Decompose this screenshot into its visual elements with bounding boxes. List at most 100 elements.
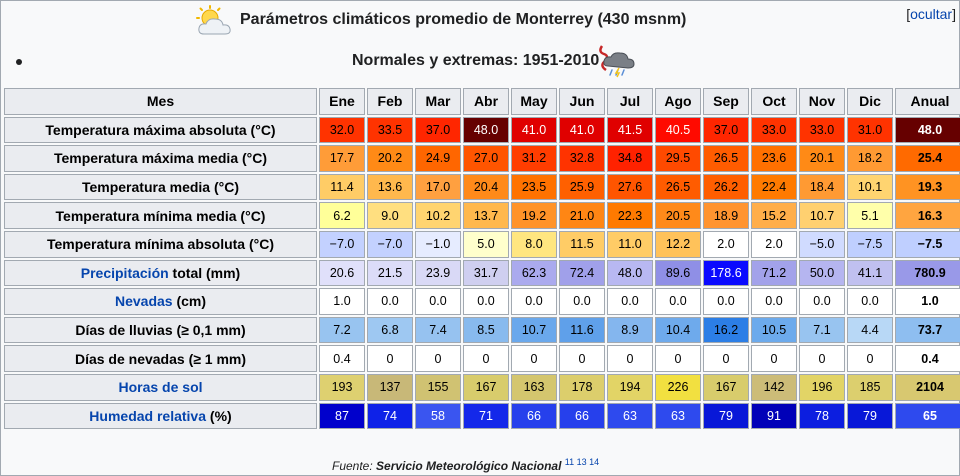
header-row: Mes Ene Feb Mar Abr May Jun Jul Ago Sep Oct Nov Dic… (4, 88, 960, 115)
table-cell: 29.5 (655, 145, 701, 172)
table-cell: 79 (703, 402, 749, 430)
table-cell: 10.5 (751, 316, 797, 344)
annual-cell: 65 (895, 402, 960, 430)
bullet-icon (16, 59, 22, 65)
table-cell: 2.0 (751, 230, 797, 258)
table-cell: 0 (511, 345, 557, 372)
table-cell: 0.0 (607, 288, 653, 315)
table-cell: 0 (655, 345, 701, 372)
table-cell: 8.9 (607, 316, 653, 344)
annual-cell: 2104 (895, 373, 960, 401)
table-cell: 7.2 (319, 316, 365, 344)
row-label-link[interactable]: Horas de sol (118, 379, 203, 396)
table-cell: 48.0 (607, 259, 653, 287)
table-cell: 26.5 (655, 173, 701, 201)
month-header-0: Ene (319, 88, 365, 115)
table-cell: 66 (511, 402, 557, 430)
table-cell: −1.0 (415, 230, 461, 258)
table-cell: 0 (799, 345, 845, 372)
table-cell: 0.0 (511, 288, 557, 315)
row-label-rest: total (mm) (168, 264, 241, 281)
table-cell: 1.0 (319, 288, 365, 315)
table-cell: 8.5 (463, 316, 509, 344)
table-cell: 163 (511, 373, 557, 401)
annual-cell: 780.9 (895, 259, 960, 287)
table-cell: 48.0 (463, 116, 509, 144)
table-cell: 91 (751, 402, 797, 430)
table-cell: 7.1 (799, 316, 845, 344)
table-cell: 40.5 (655, 116, 701, 144)
row-label: Humedad relativa (%) (4, 402, 317, 430)
table-cell: 0 (703, 345, 749, 372)
month-header-5: Jun (559, 88, 605, 115)
table-cell: 87 (319, 402, 365, 430)
table-cell: 18.2 (847, 145, 893, 172)
table-cell: 5.1 (847, 202, 893, 229)
month-header-4: May (511, 88, 557, 115)
table-cell: 20.2 (367, 145, 413, 172)
storm-cloud-icon (596, 44, 636, 83)
table-cell: 196 (799, 373, 845, 401)
row-label-rest: (cm) (172, 293, 207, 310)
table-cell: 25.9 (559, 173, 605, 201)
month-header-1: Feb (367, 88, 413, 115)
table-cell: 24.9 (415, 145, 461, 172)
table-cell: 62.3 (511, 259, 557, 287)
table-cell: 71.2 (751, 259, 797, 287)
table-row: Precipitación total (mm) 20.6 21.5 23.9 31.7… (4, 259, 960, 287)
table-row: Nevadas (cm) 1.0 0.0 0.0 0.0 0.0 0.0 0.0 0.0 0.0 0… (4, 288, 960, 315)
row-label: Nevadas (cm) (4, 288, 317, 315)
table-row: Temperatura media (°C) 11.4 13.6 17.0 20.4 23… (4, 173, 960, 201)
table-cell: 137 (367, 373, 413, 401)
table-cell: 0.0 (799, 288, 845, 315)
row-label-link[interactable]: Humedad relativa (89, 407, 207, 424)
table-cell: 11.0 (607, 230, 653, 258)
table-cell: 0 (367, 345, 413, 372)
table-cell: 10.7 (511, 316, 557, 344)
table-cell: 66 (559, 402, 605, 430)
annual-cell: 19.3 (895, 173, 960, 201)
table-cell: 41.0 (559, 116, 605, 144)
table-cell: 37.0 (703, 116, 749, 144)
table-cell: 0.0 (367, 288, 413, 315)
month-header-9: Oct (751, 88, 797, 115)
row-label-link[interactable]: Precipitación (80, 264, 169, 281)
table-cell: 20.1 (799, 145, 845, 172)
table-cell: 23.6 (751, 145, 797, 172)
row-label: Precipitación total (mm) (4, 259, 317, 287)
annual-cell: 73.7 (895, 316, 960, 344)
table-cell: 0.0 (703, 288, 749, 315)
table-cell: 79 (847, 402, 893, 430)
table-cell: −5.0 (799, 230, 845, 258)
table-cell: 155 (415, 373, 461, 401)
table-cell: 0 (559, 345, 605, 372)
row-label-link[interactable]: Nevadas (114, 293, 173, 310)
table-cell: 23.5 (511, 173, 557, 201)
table-cell: 33.5 (367, 116, 413, 144)
table-cell: 34.8 (607, 145, 653, 172)
month-header-6: Jul (607, 88, 653, 115)
table-cell: 8.0 (511, 230, 557, 258)
table-cell: 74 (367, 402, 413, 430)
table-cell: 63 (607, 402, 653, 430)
table-cell: −7.0 (319, 230, 365, 258)
footer-refs[interactable]: 11 13 14 (564, 457, 600, 467)
table-cell: 63 (655, 402, 701, 430)
table-cell: 6.2 (319, 202, 365, 229)
table-cell: 0 (607, 345, 653, 372)
table-cell: 89.6 (655, 259, 701, 287)
table-cell: 33.0 (751, 116, 797, 144)
table-cell: 167 (703, 373, 749, 401)
table-cell: 4.4 (847, 316, 893, 344)
table-cell: 13.6 (367, 173, 413, 201)
table-row: Humedad relativa (%) 87 74 58 71 66 66 63 63 79 91… (4, 402, 960, 430)
table-cell: 10.2 (415, 202, 461, 229)
table-cell: 12.2 (655, 230, 701, 258)
table-cell: 31.0 (847, 116, 893, 144)
table-cell: 31.2 (511, 145, 557, 172)
hide-link[interactable]: ocultar (910, 6, 953, 22)
table-cell: 194 (607, 373, 653, 401)
table-cell: 11.5 (559, 230, 605, 258)
table-cell: 32.0 (319, 116, 365, 144)
table-cell: 6.8 (367, 316, 413, 344)
